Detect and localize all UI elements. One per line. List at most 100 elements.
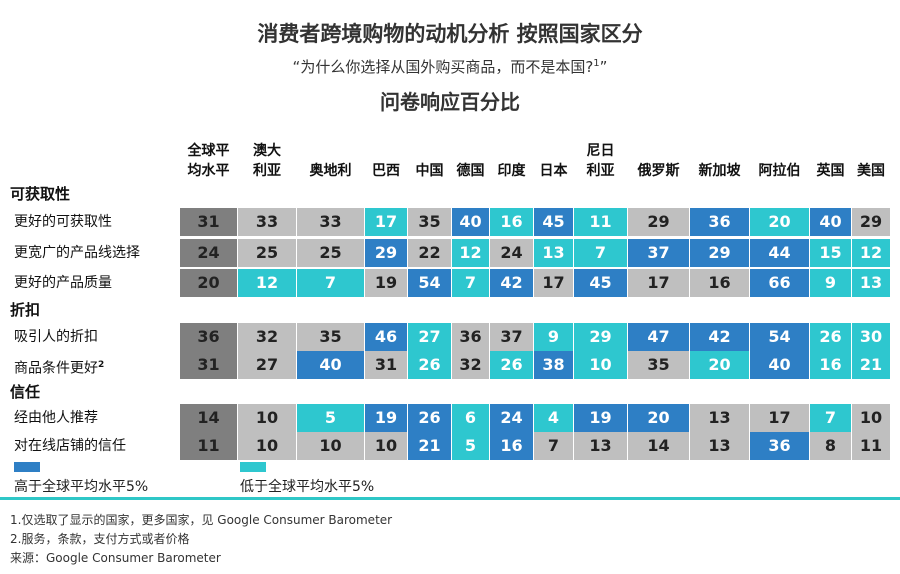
column-header-text: 新加坡: [699, 161, 741, 181]
data-cell: 36: [690, 208, 749, 236]
data-cell: 36: [180, 323, 237, 351]
data-cell: 35: [297, 323, 364, 351]
row-label-text: 商品条件更好: [14, 360, 98, 377]
column-header-line: 新加坡: [698, 163, 741, 179]
row-label-text: 更好的可获取性: [14, 214, 112, 230]
data-cell: 37: [490, 323, 533, 351]
column-header-line: 巴西: [372, 163, 400, 179]
column-header-text: 中国: [416, 161, 444, 181]
data-cell: 24: [180, 239, 237, 267]
legend-swatch-below: [240, 462, 266, 472]
data-cell: 12: [852, 239, 890, 267]
data-cell: 54: [750, 323, 809, 351]
column-header-line: 澳大: [253, 143, 281, 159]
row-label: 经由他人推荐: [14, 404, 98, 432]
data-cell: 20: [180, 269, 237, 297]
data-cell: 29: [574, 323, 627, 351]
data-cell: 17: [534, 269, 573, 297]
column-header-line: 中国: [415, 163, 444, 179]
data-cell: 10: [852, 404, 890, 432]
data-cell: 32: [238, 323, 296, 351]
footnote-2: 2.服务，条款，支付方式或者价格: [10, 532, 190, 546]
legend-swatch-above: [14, 462, 40, 472]
source-note: 来源：Google Consumer Barometer: [10, 551, 221, 565]
column-header: 中国: [408, 133, 451, 181]
data-cell: 31: [180, 208, 237, 236]
data-cell: 14: [628, 432, 689, 460]
data-cell: 27: [408, 323, 451, 351]
row-footnote-mark: 2: [98, 360, 105, 370]
data-cell: 40: [297, 351, 364, 379]
column-header: 德国: [452, 133, 489, 181]
chart-title: 消费者跨境购物的动机分析 按照国家区分: [257, 22, 643, 46]
data-cell: 54: [408, 269, 451, 297]
column-header-line: 德国: [456, 163, 485, 179]
data-cell: 9: [534, 323, 573, 351]
data-cell: 26: [490, 351, 533, 379]
data-cell: 7: [297, 269, 364, 297]
data-cell: 26: [408, 351, 451, 379]
data-cell: 22: [408, 239, 451, 267]
legend-label-below: 低于全球平均水平5%: [240, 479, 375, 495]
legend-label-above: 高于全球平均水平5%: [14, 479, 149, 495]
data-cell: 26: [810, 323, 851, 351]
row-label: 更宽广的产品线选择: [14, 239, 140, 267]
row-label-text: 吸引人的折扣: [14, 329, 98, 345]
data-cell: 15: [810, 239, 851, 267]
column-header: 英国: [810, 133, 851, 181]
data-cell: 38: [534, 351, 573, 379]
data-cell: 25: [297, 239, 364, 267]
column-header: 阿拉伯: [750, 133, 809, 181]
column-header-line: 奥地利: [309, 163, 352, 179]
footnote-1: 1.仅选取了显示的国家，更多国家，见 Google Consumer Barom…: [10, 513, 393, 527]
section-heading: 可获取性: [10, 185, 71, 203]
column-header-line: 尼日: [586, 143, 615, 159]
data-cell: 44: [750, 239, 809, 267]
data-cell: 16: [490, 432, 533, 460]
data-cell: 30: [852, 323, 890, 351]
data-cell: 17: [750, 404, 809, 432]
column-header: 印度: [490, 133, 533, 181]
data-cell: 29: [852, 208, 890, 236]
column-header-text: 印度: [498, 161, 526, 181]
data-cell: 13: [852, 269, 890, 297]
data-cell: 31: [365, 351, 407, 379]
data-cell: 12: [238, 269, 296, 297]
column-header-text: 德国: [457, 161, 485, 181]
data-cell: 5: [452, 432, 489, 460]
chart-subhead: 问卷响应百分比: [380, 90, 520, 114]
data-cell: 29: [628, 208, 689, 236]
data-cell: 21: [408, 432, 451, 460]
data-cell: 36: [750, 432, 809, 460]
row-label: 更好的可获取性: [14, 208, 112, 236]
column-header: 奥地利: [297, 133, 364, 181]
data-cell: 35: [408, 208, 451, 236]
column-header-text: 巴西: [372, 161, 400, 181]
data-cell: 10: [574, 351, 627, 379]
column-header: 全球平 均水平: [180, 133, 237, 181]
data-cell: 66: [750, 269, 809, 297]
data-cell: 47: [628, 323, 689, 351]
row-label: 对在线店铺的信任: [14, 432, 126, 460]
data-cell: 7: [810, 404, 851, 432]
subtitle-close-quote: ”: [599, 58, 608, 76]
column-header-line: 美国: [857, 163, 885, 179]
column-header-line: 均水平: [187, 163, 230, 179]
data-cell: 33: [297, 208, 364, 236]
data-cell: 13: [690, 432, 749, 460]
data-cell: 13: [534, 239, 573, 267]
column-header-text: 日本: [540, 161, 568, 181]
column-header-text: 美国: [857, 161, 885, 181]
data-cell: 12: [452, 239, 489, 267]
data-cell: 7: [534, 432, 573, 460]
column-header-text: 英国: [817, 161, 845, 181]
data-cell: 16: [810, 351, 851, 379]
column-header-text: 阿拉伯: [759, 161, 801, 181]
data-cell: 24: [490, 239, 533, 267]
column-header: 俄罗斯: [628, 133, 689, 181]
column-header-line: 日本: [539, 163, 568, 179]
data-cell: 10: [238, 432, 296, 460]
column-header-text: 奥地利: [310, 161, 352, 181]
data-cell: 7: [452, 269, 489, 297]
data-cell: 10: [238, 404, 296, 432]
